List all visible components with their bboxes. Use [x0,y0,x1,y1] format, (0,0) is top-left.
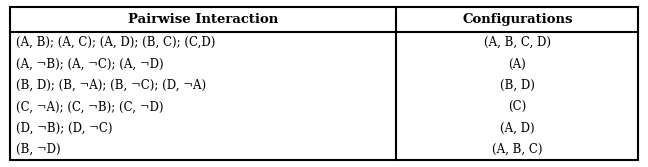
Text: (A, B); (A, C); (A, D); (B, C); (C,D): (A, B); (A, C); (A, D); (B, C); (C,D) [16,36,216,49]
Text: (A, B, C): (A, B, C) [492,143,542,156]
Text: (A, B, C, D): (A, B, C, D) [484,36,551,49]
Text: (B, D); (B, ¬A); (B, ¬C); (D, ¬A): (B, D); (B, ¬A); (B, ¬C); (D, ¬A) [16,79,206,92]
Text: (D, ¬B); (D, ¬C): (D, ¬B); (D, ¬C) [16,122,113,135]
Text: (A): (A) [509,58,526,71]
Text: (B, ¬D): (B, ¬D) [16,143,61,156]
Text: (C, ¬A); (C, ¬B); (C, ¬D): (C, ¬A); (C, ¬B); (C, ¬D) [16,100,164,113]
Text: (A, D): (A, D) [500,122,535,135]
Text: Pairwise Interaction: Pairwise Interaction [128,13,278,26]
Text: (C): (C) [508,100,526,113]
Text: (B, D): (B, D) [500,79,535,92]
Text: Configurations: Configurations [462,13,573,26]
Text: (A, ¬B); (A, ¬C); (A, ¬D): (A, ¬B); (A, ¬C); (A, ¬D) [16,58,164,71]
